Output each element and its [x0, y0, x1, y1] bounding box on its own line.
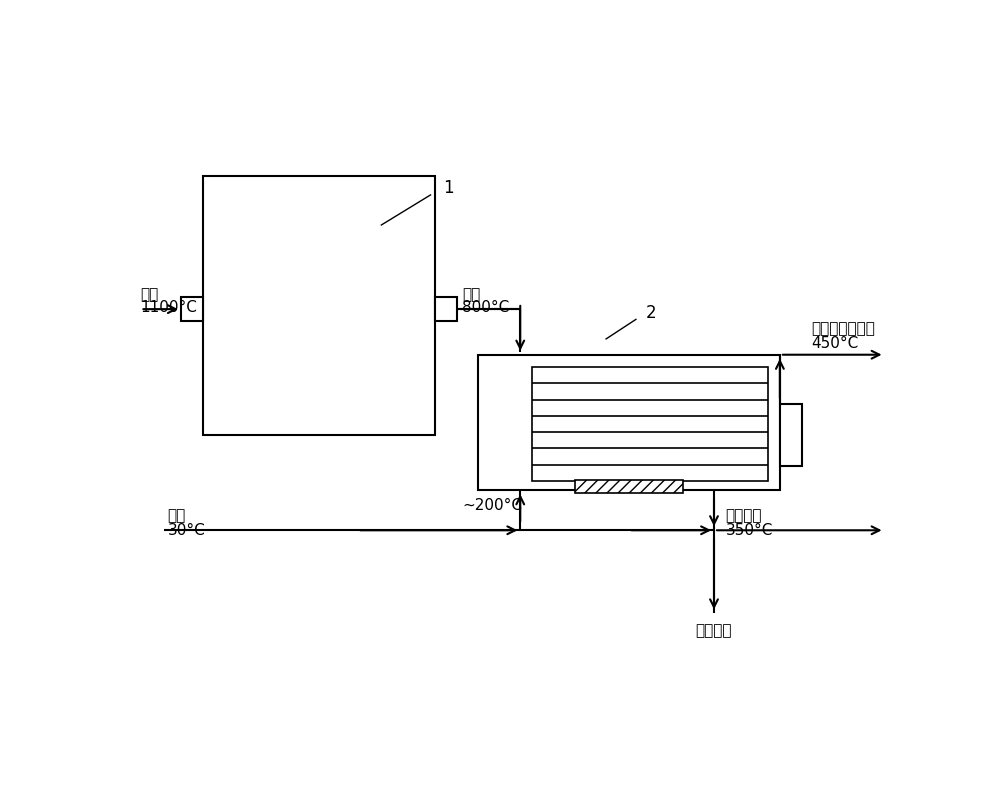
- Text: 炉气: 炉气: [462, 287, 480, 302]
- Text: 30°C: 30°C: [168, 522, 205, 538]
- Bar: [202, 176, 435, 435]
- Text: 空气: 空气: [168, 509, 186, 524]
- Text: 1100°C: 1100°C: [140, 300, 197, 314]
- Text: 炉气进净化工序: 炉气进净化工序: [811, 322, 875, 336]
- Bar: [181, 298, 202, 321]
- Text: 1: 1: [443, 179, 453, 198]
- Bar: [574, 480, 683, 494]
- Text: 800°C: 800°C: [462, 300, 509, 314]
- Text: 350°C: 350°C: [726, 522, 773, 538]
- Bar: [532, 367, 768, 481]
- Bar: [478, 354, 780, 490]
- Text: 炉气: 炉气: [140, 287, 159, 302]
- Text: ~200°C: ~200°C: [462, 498, 522, 513]
- Bar: [435, 298, 457, 321]
- Text: 450°C: 450°C: [811, 336, 858, 351]
- Text: 2: 2: [646, 304, 656, 322]
- Bar: [780, 404, 802, 466]
- Text: 余热回收: 余热回收: [696, 623, 732, 638]
- Text: 进裂解炉: 进裂解炉: [726, 509, 762, 524]
